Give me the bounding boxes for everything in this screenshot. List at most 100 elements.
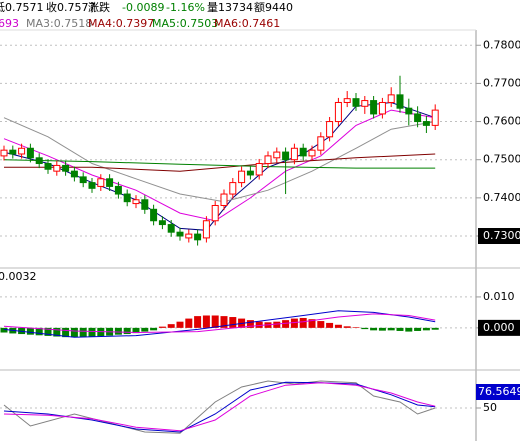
indicator-line [3,109,436,222]
quote-field: 涨跌 [88,0,110,14]
quote-field: 量13734 [207,1,253,14]
candle-body [317,136,325,151]
readout: 0.0032 [0,270,37,283]
macd-bar [26,327,34,335]
macd-bar [141,327,149,332]
macd-bar [352,327,360,328]
candle-body [26,147,34,159]
quote-field: -1.16% [166,1,205,14]
candle-body [352,98,360,107]
candle-body [53,164,61,172]
candle-body [326,121,334,138]
candle-body [79,176,87,184]
candle-body [18,147,26,155]
macd-bar [343,326,351,328]
candle-body [334,101,342,123]
candle-body [0,149,8,157]
macd-bar [431,327,439,330]
macd-bar [282,320,290,328]
macd-bar [334,324,342,328]
candle-body [282,151,290,161]
macd-bar [317,321,325,328]
candle-body [202,220,210,239]
macd-bar [132,327,140,334]
candle-body [62,164,70,172]
macd-bar [326,322,334,328]
macd-bar [70,327,78,338]
macd-bar [194,316,202,328]
macd-bar [229,317,237,328]
candle-body [158,220,166,226]
indicator-line [3,382,436,432]
macd-bar [44,327,52,336]
y-tick-label: 50 [483,401,497,414]
candle-body [431,109,439,126]
macd-bar [370,327,378,331]
candle-body [211,204,219,222]
macd-bar [62,327,70,338]
macd-bar [0,327,8,333]
candle-body [422,121,430,126]
macd-bar [79,327,87,338]
candle-body [167,224,175,233]
candle-body [361,100,369,107]
y-tick-label: 0.7300 [483,229,520,242]
quote-field: 收0.7577 [46,0,96,14]
candle-body [378,101,386,115]
candle-body [273,151,281,159]
macd-bar [158,326,166,328]
y-tick-label: 0.7800 [483,38,520,51]
candle-body [229,182,237,195]
candle-body [370,100,378,115]
macd-bar [378,327,386,331]
candle-body [238,170,246,184]
macd-bar [405,327,413,332]
macd-bar [308,319,316,328]
y-tick-label: 0.010 [483,290,515,303]
candle-body [88,182,96,189]
indicator-line [3,313,436,334]
candle-body [405,107,413,115]
ma-label: MA6:0.7461 [214,17,280,30]
candle-body [106,178,114,187]
candle-body [396,94,404,109]
macd-bar [185,318,193,328]
candle-body [185,233,193,239]
macd-bar [299,317,307,328]
quote-field: 额9440 [254,1,293,14]
macd-bar [53,327,61,337]
y-tick-label: 0.7600 [483,115,520,128]
candle-body [387,94,395,103]
y-tick-label: 0.000 [483,321,515,334]
tick-highlight [478,319,520,336]
candle-body [141,199,149,210]
y-tick-label: 0.7500 [483,153,520,166]
macd-bar [361,327,369,330]
macd-bar [396,327,404,331]
macd-bar [220,316,228,328]
tick-highlight [478,228,520,245]
candle-body [70,170,78,178]
candle-body [220,193,228,206]
ma-label: MA4:0.7397 [88,17,154,30]
candle-body [123,193,131,203]
y-tick-label: 0.7400 [483,191,520,204]
indicator-line [4,153,436,172]
candle-body [194,233,202,241]
candle-body [97,178,105,187]
macd-bar [211,315,219,328]
candle-body [246,170,254,176]
candle-body [299,147,307,157]
candle-body [264,155,272,165]
candle-body [9,149,17,155]
macd-bar [176,321,184,328]
candle-body [132,199,140,205]
candle-body [44,163,52,170]
macd-bar [150,327,158,331]
macd-bar [88,327,96,337]
macd-bar [167,324,175,328]
indicator-line [3,381,436,433]
